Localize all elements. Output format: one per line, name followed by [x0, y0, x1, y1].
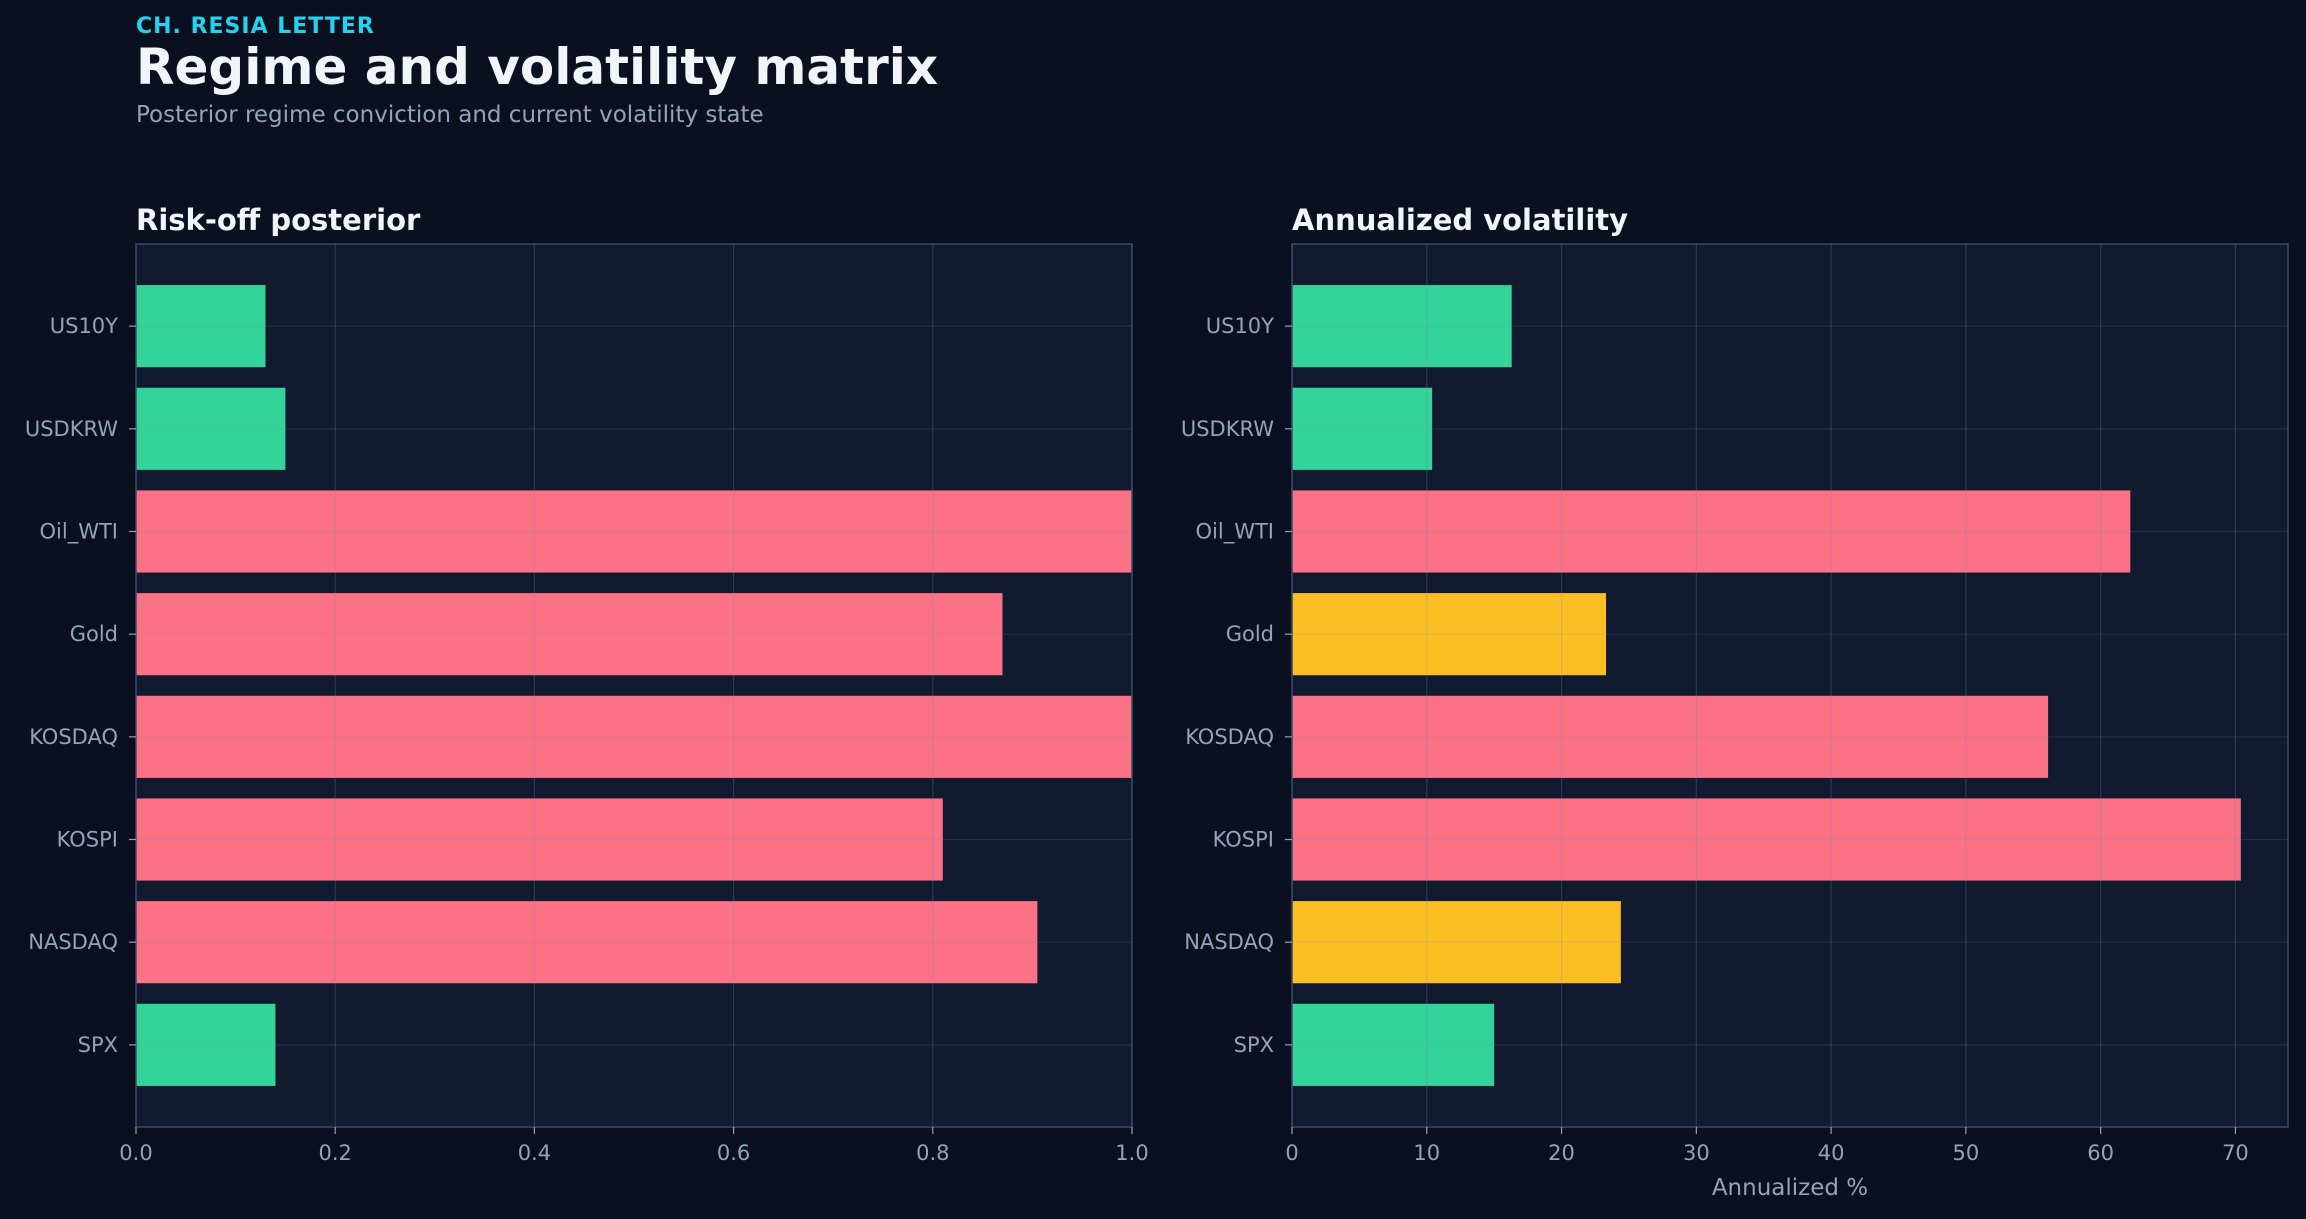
risk-off-bar-kospi	[136, 798, 943, 881]
volatility-bar-oil-wti	[1292, 490, 2131, 573]
volatility-x-axis-label: Annualized %	[1712, 1175, 1868, 1201]
risk-off-xtick-label: 0.2	[318, 1141, 351, 1165]
volatility-bar-kosdaq	[1292, 695, 2049, 778]
risk-off-category-label: Oil_WTI	[40, 519, 118, 544]
volatility-xtick-label: 30	[1683, 1141, 1710, 1165]
risk-off-xtick-label: 0.8	[916, 1141, 949, 1165]
risk-off-bar-usdkrw	[136, 387, 286, 470]
risk-off-category-label: USDKRW	[25, 417, 118, 441]
volatility-category-label: SPX	[1234, 1033, 1274, 1057]
volatility-category-label: US10Y	[1206, 314, 1274, 338]
volatility-chart: Annualized volatility US10Y USDKRW Oil_WTI G…	[1181, 203, 2289, 1201]
risk-off-chart: Risk-off posterior US10Y USDKRW Oil_WTI Gold…	[25, 203, 1149, 1165]
risk-off-bar-gold	[136, 593, 1003, 676]
volatility-category-label: KOSDAQ	[1185, 725, 1274, 749]
volatility-bar-us10y	[1292, 285, 1512, 368]
volatility-xtick-label: 60	[2087, 1141, 2114, 1165]
risk-off-plot-frame	[135, 243, 1133, 1128]
risk-off-category-label: NASDAQ	[28, 930, 118, 954]
volatility-xtick-label: 10	[1413, 1141, 1440, 1165]
volatility-category-label: NASDAQ	[1184, 930, 1274, 954]
volatility-plot-frame	[1291, 243, 2289, 1128]
risk-off-category-label: US10Y	[50, 314, 118, 338]
risk-off-bar-spx	[136, 1003, 276, 1086]
risk-off-category-label: KOSDAQ	[29, 725, 118, 749]
volatility-xtick-label: 50	[1953, 1141, 1980, 1165]
risk-off-plot-area	[136, 244, 1132, 1127]
risk-off-xtick-label: 1.0	[1115, 1141, 1148, 1165]
volatility-xtick-label: 70	[2222, 1141, 2249, 1165]
risk-off-panel-title: Risk-off posterior	[136, 203, 421, 237]
risk-off-category-label: KOSPI	[57, 828, 118, 852]
risk-off-xtick-label: 0.4	[518, 1141, 551, 1165]
risk-off-bar-oil-wti	[136, 490, 1132, 573]
volatility-category-label: USDKRW	[1181, 417, 1274, 441]
page-subtitle: Posterior regime conviction and current …	[136, 102, 764, 128]
risk-off-bar-kosdaq	[136, 695, 1132, 778]
volatility-bar-usdkrw	[1292, 387, 1433, 470]
volatility-panel-title: Annualized volatility	[1292, 203, 1628, 237]
risk-off-bar-nasdaq	[136, 901, 1038, 984]
volatility-category-label: Gold	[1226, 622, 1274, 646]
volatility-bar-kospi	[1292, 798, 2241, 881]
risk-off-category-label: Gold	[70, 622, 118, 646]
volatility-xtick-label: 40	[1818, 1141, 1845, 1165]
risk-off-xtick-label: 0.0	[119, 1141, 152, 1165]
volatility-xtick-label: 20	[1548, 1141, 1575, 1165]
volatility-category-label: Oil_WTI	[1196, 519, 1274, 544]
risk-off-bar-us10y	[136, 285, 266, 368]
volatility-bar-gold	[1292, 593, 1607, 676]
report-kicker: CH. RESIA LETTER	[136, 14, 375, 39]
volatility-plot-area	[1292, 244, 2288, 1127]
volatility-bar-spx	[1292, 1003, 1495, 1086]
page-title: Regime and volatility matrix	[136, 38, 939, 96]
volatility-bar-nasdaq	[1292, 901, 1621, 984]
risk-off-xtick-label: 0.6	[717, 1141, 750, 1165]
volatility-category-label: KOSPI	[1213, 828, 1274, 852]
volatility-xtick-label: 0	[1285, 1141, 1298, 1165]
risk-off-category-label: SPX	[78, 1033, 118, 1057]
